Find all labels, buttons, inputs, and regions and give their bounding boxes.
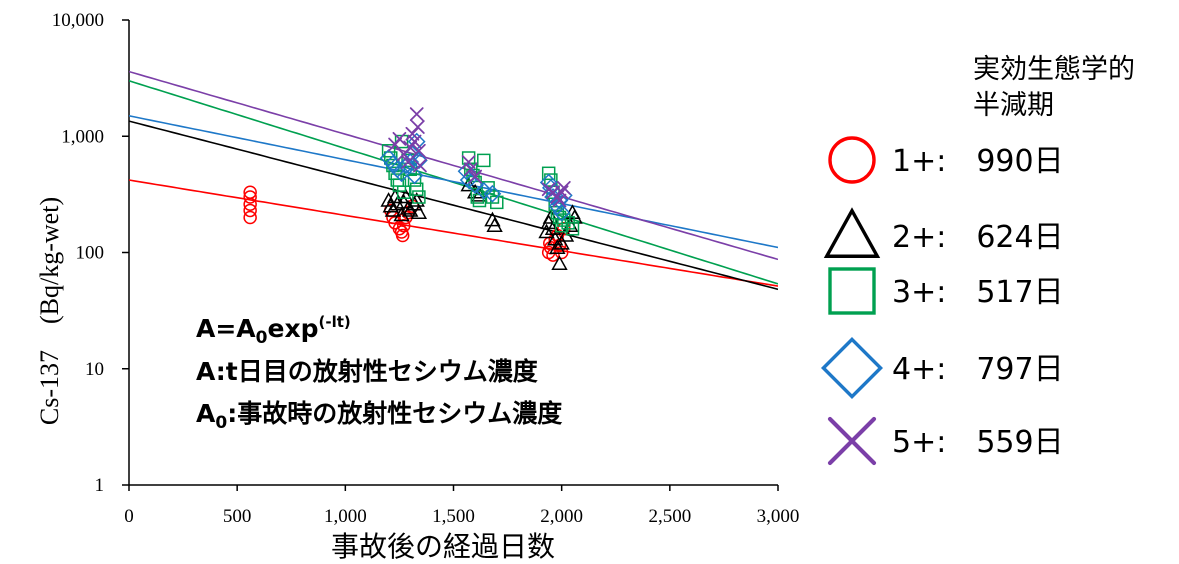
x-tick-label: 500 <box>223 506 252 527</box>
data-point <box>243 210 257 225</box>
legend-label: 4+: 797日 <box>892 352 1064 387</box>
data-point <box>542 209 560 224</box>
data-point <box>412 190 426 204</box>
data-point <box>550 191 569 210</box>
data-point <box>477 153 491 168</box>
data-point <box>392 131 407 146</box>
data-point <box>557 213 571 227</box>
data-point <box>379 149 398 167</box>
data-point <box>389 195 406 211</box>
data-point <box>556 180 571 195</box>
data-point <box>405 166 424 185</box>
data-point <box>565 222 580 236</box>
data-point <box>474 181 493 200</box>
trendline <box>129 70 778 261</box>
data-point <box>397 156 415 175</box>
data-point <box>403 140 418 155</box>
data-point <box>243 203 257 218</box>
trendline <box>129 179 778 287</box>
data-point <box>410 204 428 219</box>
data-point <box>554 185 569 200</box>
formula-line-3: A0:事故時の放射性セシウム濃度 <box>196 399 562 433</box>
series-cross <box>388 107 571 208</box>
data-point <box>409 182 424 197</box>
legend: 実効生態学的半減期 1+: 990日 2+: 624日 3+: 517日 4+: 79… <box>820 54 1135 466</box>
data-point <box>553 234 570 250</box>
data-point <box>551 255 568 271</box>
series-diamond <box>379 132 573 222</box>
data-point <box>243 190 257 204</box>
axes: 1 10 100 1,000 10,000 0 500 1,000 1,500 2,000 2,50… <box>52 10 800 527</box>
formula-line-2: A:t日目の放射性セシウム濃度 <box>196 357 538 386</box>
data-point <box>396 218 411 233</box>
legend-marker-triangle <box>823 207 881 258</box>
data-point <box>392 222 407 236</box>
y-tick-label: 10 <box>85 359 104 380</box>
data-point <box>407 134 422 149</box>
data-point <box>463 162 478 177</box>
legend-marker-cross <box>827 416 877 466</box>
legend-marker-diamond <box>820 336 884 400</box>
y-tick-label: 1 <box>95 475 105 496</box>
data-point <box>405 126 420 141</box>
x-tick-label: 3,000 <box>757 506 800 527</box>
legend-marker-circle <box>828 136 876 184</box>
data-point <box>399 199 417 215</box>
y-tick-label: 10,000 <box>52 10 104 31</box>
x-tick-label: 0 <box>124 506 134 527</box>
legend-title: 実効生態学的半減期 <box>973 54 1135 121</box>
data-point <box>395 228 410 243</box>
legend-label: 5+: 559日 <box>892 425 1064 460</box>
data-points <box>243 107 583 271</box>
legend-label: 1+: 990日 <box>892 144 1064 179</box>
data-point <box>384 154 402 173</box>
data-point <box>401 155 415 169</box>
data-point <box>407 173 422 187</box>
formula-annotation: A=A0exp(-lt) A:t日目の放射性セシウム濃度 A0:事故時の放射性セ… <box>196 313 562 433</box>
data-point <box>549 239 566 254</box>
data-point <box>486 217 503 232</box>
data-point <box>544 220 562 236</box>
trendline <box>129 115 778 249</box>
data-point <box>243 197 257 212</box>
data-point <box>396 185 411 199</box>
data-point <box>538 223 555 239</box>
trendlines <box>129 70 778 291</box>
data-point <box>468 169 483 184</box>
x-tick-label: 1,500 <box>432 506 475 527</box>
data-point <box>461 155 476 169</box>
x-axis-label: 事故後の経過日数 <box>331 530 555 563</box>
data-point <box>381 144 396 158</box>
trendline <box>129 120 778 291</box>
y-tick-label: 100 <box>76 243 105 264</box>
data-point <box>411 143 426 158</box>
legend-label: 2+: 624日 <box>892 220 1064 255</box>
legend-label: 3+: 517日 <box>892 275 1064 310</box>
x-tick-label: 2,500 <box>648 506 691 527</box>
x-tick-label: 2,000 <box>540 506 583 527</box>
y-axis-label: Cs-137 (Bq/kg-wet) <box>35 197 64 425</box>
data-point <box>483 184 502 203</box>
data-point <box>410 151 428 170</box>
data-point <box>409 107 424 122</box>
data-point <box>552 203 571 222</box>
data-point <box>413 158 427 173</box>
formula-line-1: A=A0exp(-lt) <box>196 313 351 348</box>
x-tick-label: 1,000 <box>324 506 367 527</box>
data-point <box>410 120 425 134</box>
legend-marker-square <box>828 267 876 315</box>
data-point <box>380 192 397 207</box>
data-point <box>484 211 501 227</box>
y-tick-label: 1,000 <box>61 126 104 147</box>
data-point <box>392 164 411 183</box>
data-point <box>552 193 567 208</box>
